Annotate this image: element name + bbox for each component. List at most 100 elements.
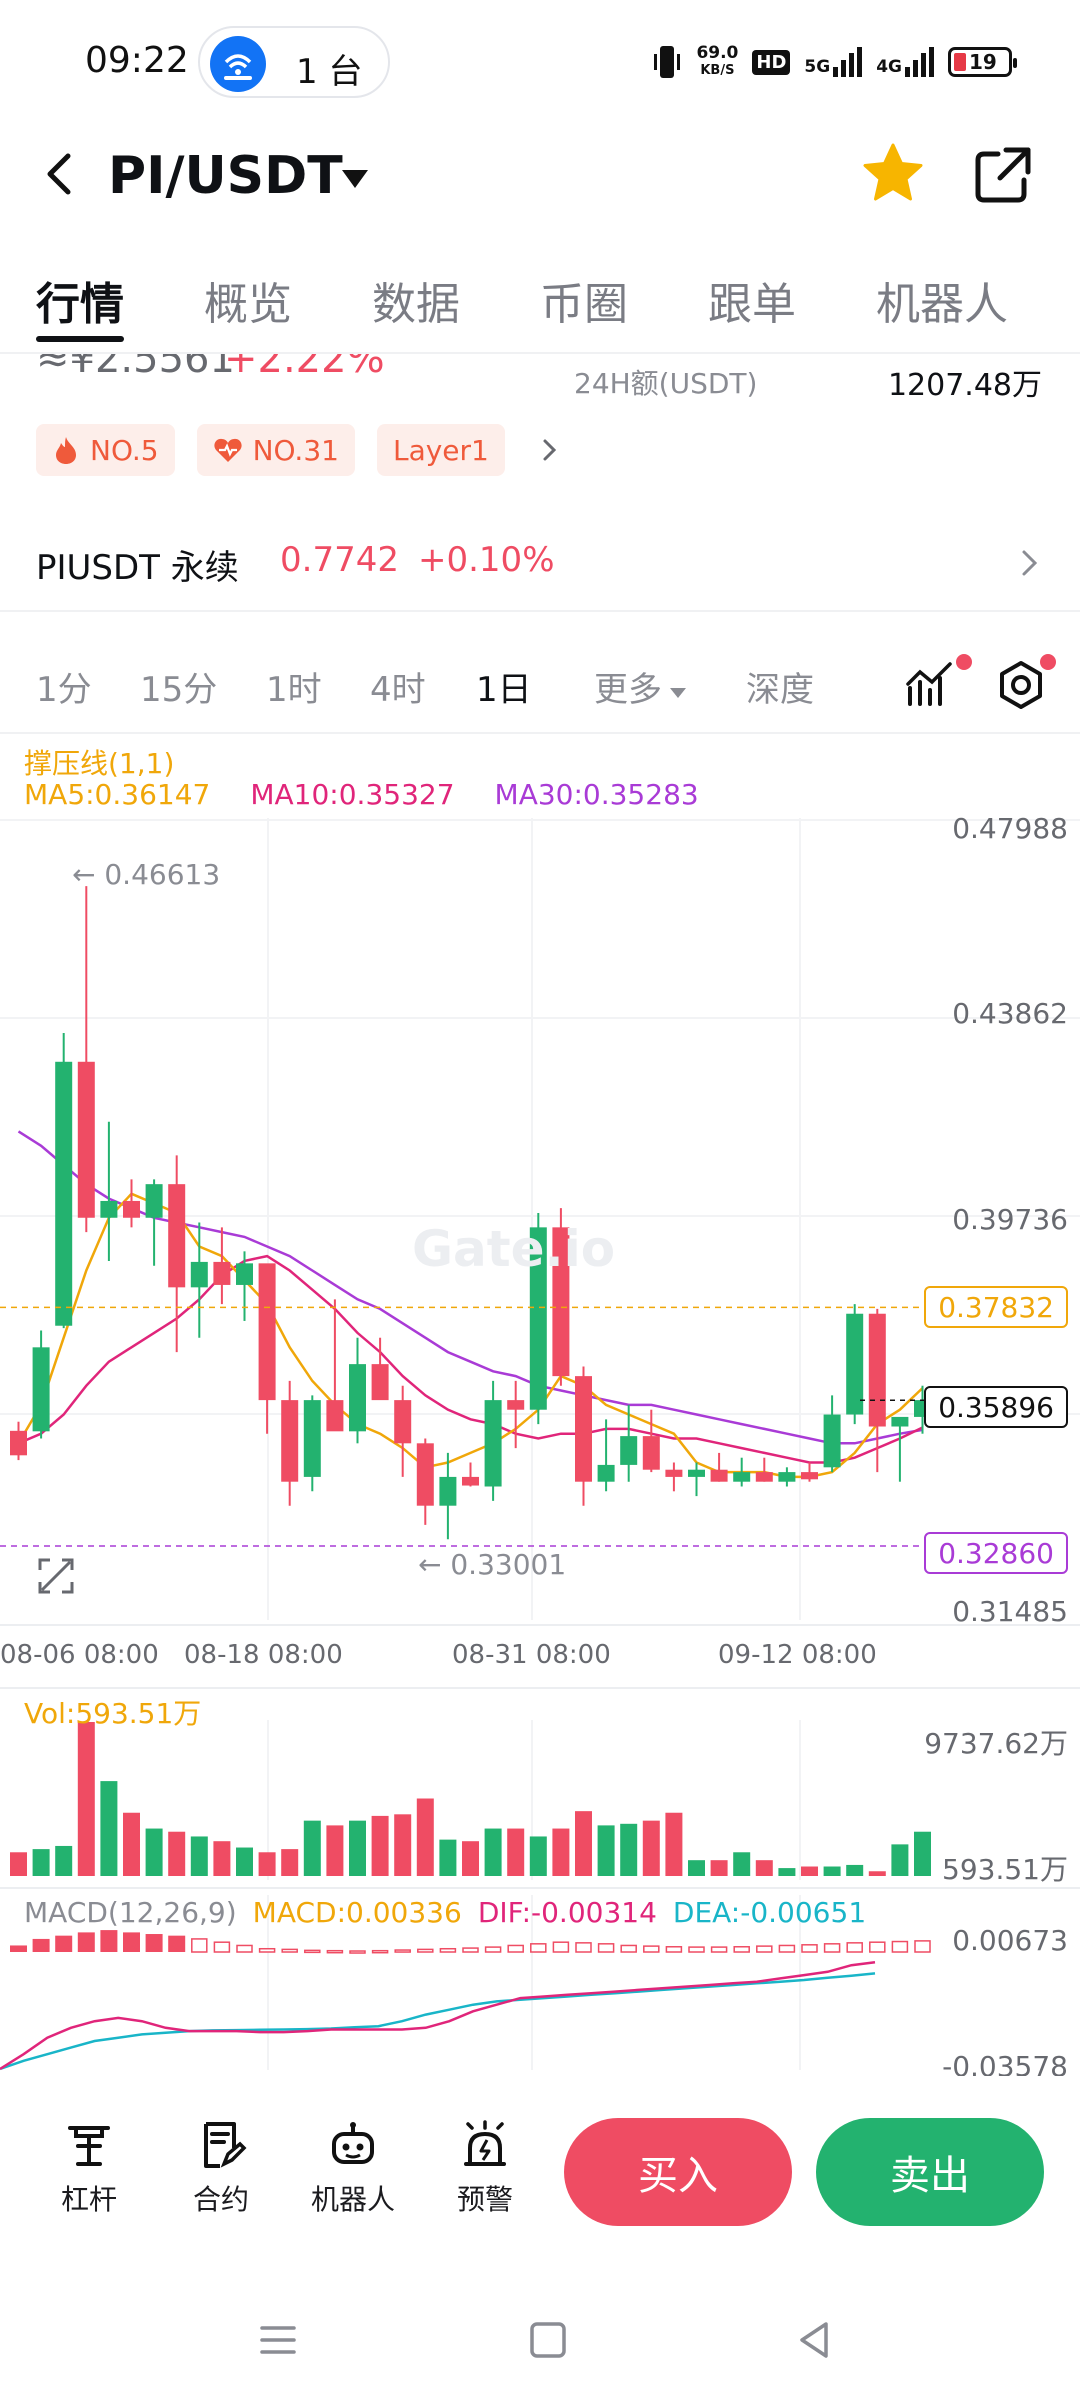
hotspot-pill[interactable]: 1 台 bbox=[198, 26, 390, 98]
battery-icon: 19 bbox=[948, 47, 1017, 77]
volume-bar bbox=[575, 1811, 592, 1876]
volume-bar bbox=[123, 1812, 140, 1876]
candle-body bbox=[688, 1469, 705, 1477]
notification-dot bbox=[1040, 654, 1056, 670]
candle-body bbox=[123, 1200, 140, 1218]
fire-icon bbox=[56, 437, 76, 464]
tab-bot[interactable]: 机器人 bbox=[876, 279, 1008, 330]
volume-bar bbox=[552, 1828, 570, 1876]
candle-body bbox=[529, 1227, 547, 1410]
macd-bar bbox=[575, 1942, 592, 1953]
interval-depth[interactable]: 深度 bbox=[746, 670, 814, 710]
price-cny: ≈¥2.5561 bbox=[36, 354, 235, 382]
candle-body bbox=[326, 1400, 344, 1432]
nav-futures[interactable]: 合约 bbox=[166, 2118, 276, 2218]
macd-bar bbox=[507, 1944, 524, 1953]
interval-1m[interactable]: 1分 bbox=[36, 670, 92, 710]
volume-bar bbox=[484, 1828, 502, 1876]
tab-market[interactable]: 行情 bbox=[36, 268, 124, 342]
perp-name: PIUSDT 永续 bbox=[36, 548, 239, 588]
macd-bar bbox=[304, 1949, 321, 1954]
settings-icon[interactable] bbox=[994, 658, 1048, 712]
tag-fav-rank[interactable]: NO.31 bbox=[196, 424, 355, 476]
favorite-star-icon[interactable] bbox=[858, 139, 928, 209]
tab-copy-trade[interactable]: 跟单 bbox=[708, 279, 796, 330]
ma10-line bbox=[18, 1254, 924, 1464]
candle-body bbox=[394, 1400, 412, 1444]
macd-bar bbox=[688, 1946, 705, 1953]
bottom-action-bar: 杠杆 合约 机器人 预警 买入 卖出 bbox=[0, 2076, 1080, 2280]
notification-dot bbox=[956, 654, 972, 670]
low-annotation: ← 0.33001 bbox=[418, 1548, 567, 1581]
interval-15m[interactable]: 15分 bbox=[140, 670, 218, 710]
candle-body bbox=[642, 1436, 660, 1470]
candle-body bbox=[778, 1472, 796, 1482]
back-icon[interactable] bbox=[784, 2310, 844, 2370]
tab-data[interactable]: 数据 bbox=[372, 279, 460, 330]
signal-5g-icon: 5G bbox=[804, 47, 863, 77]
volume-bar bbox=[642, 1820, 660, 1876]
status-icons: 69.0 KB/S HD 5G 4G 19 bbox=[652, 38, 1017, 86]
macd-bar bbox=[710, 1946, 728, 1953]
macd-bar bbox=[552, 1941, 570, 1953]
volume-bar bbox=[258, 1852, 276, 1876]
tab-overview[interactable]: 概览 bbox=[204, 279, 292, 330]
volume-bar bbox=[891, 1844, 909, 1876]
interval-1h[interactable]: 1时 bbox=[266, 670, 322, 710]
pair-title[interactable]: PI/USDT bbox=[108, 146, 343, 206]
indicator-chart-icon[interactable] bbox=[904, 658, 956, 710]
macd-params: MACD(12,26,9) bbox=[24, 1896, 237, 1929]
nav-margin[interactable]: 杠杆 bbox=[34, 2118, 144, 2218]
volume-bar bbox=[326, 1825, 344, 1876]
back-arrow-icon[interactable] bbox=[32, 144, 92, 204]
fullscreen-icon[interactable] bbox=[36, 1556, 76, 1596]
vibrate-icon bbox=[654, 46, 681, 78]
dea-line bbox=[0, 1972, 876, 2071]
sell-button[interactable]: 卖出 bbox=[816, 2118, 1044, 2226]
macd-bar bbox=[191, 1938, 208, 1953]
pair-dropdown-icon[interactable] bbox=[338, 164, 372, 194]
volume-bar bbox=[371, 1815, 389, 1876]
macd-bar bbox=[665, 1946, 683, 1953]
candle-body bbox=[416, 1443, 434, 1506]
dea-value: DEA:-0.00651 bbox=[672, 1896, 867, 1929]
header: PI/USDT bbox=[0, 124, 1080, 228]
price-axis-label: 0.43862 bbox=[952, 997, 1068, 1030]
macd-bar bbox=[236, 1944, 253, 1953]
candle-body bbox=[10, 1430, 27, 1456]
volume-bar bbox=[733, 1852, 751, 1876]
kline-chart[interactable] bbox=[0, 0, 1080, 2076]
volume-bar bbox=[665, 1812, 683, 1876]
candle-body bbox=[665, 1469, 683, 1477]
candle-body bbox=[891, 1416, 909, 1427]
buy-button[interactable]: 买入 bbox=[564, 2118, 792, 2226]
tag-category[interactable]: Layer1 bbox=[376, 424, 505, 476]
macd-bar bbox=[55, 1935, 73, 1952]
interval-more[interactable]: 更多 bbox=[594, 662, 688, 711]
volume-bar bbox=[55, 1845, 73, 1876]
tab-circle[interactable]: 币圈 bbox=[540, 279, 628, 330]
candle-body bbox=[823, 1414, 841, 1468]
share-icon[interactable] bbox=[970, 142, 1036, 208]
menu-icon[interactable] bbox=[248, 2310, 308, 2370]
candle-body bbox=[801, 1472, 818, 1480]
candle-body bbox=[145, 1184, 163, 1218]
volume-bar bbox=[439, 1839, 457, 1876]
macd-bar bbox=[620, 1944, 637, 1953]
top-tabs: 行情 概览 数据 币圈 跟单 机器人 bbox=[0, 258, 1080, 354]
chevron-right-icon[interactable] bbox=[535, 435, 565, 465]
macd-bar bbox=[77, 1932, 95, 1952]
price-axis-label: 0.31485 bbox=[952, 1595, 1068, 1628]
divider bbox=[0, 732, 1080, 734]
volume-bar bbox=[778, 1868, 796, 1876]
date-label: 08-18 08:00 bbox=[184, 1640, 343, 1670]
tag-hot-rank[interactable]: NO.5 bbox=[36, 424, 175, 476]
interval-1d[interactable]: 1日 bbox=[476, 670, 532, 710]
nav-bot[interactable]: 机器人 bbox=[298, 2118, 408, 2218]
volume-bar bbox=[597, 1825, 615, 1876]
interval-bar: 1分 15分 1时 4时 1日 更多 深度 bbox=[0, 650, 1080, 720]
perpetual-row[interactable]: PIUSDT 永续 0.7742 +0.10% bbox=[0, 520, 1080, 606]
home-icon[interactable] bbox=[518, 2310, 578, 2370]
nav-alert[interactable]: 预警 bbox=[430, 2118, 540, 2218]
interval-4h[interactable]: 4时 bbox=[370, 670, 426, 710]
